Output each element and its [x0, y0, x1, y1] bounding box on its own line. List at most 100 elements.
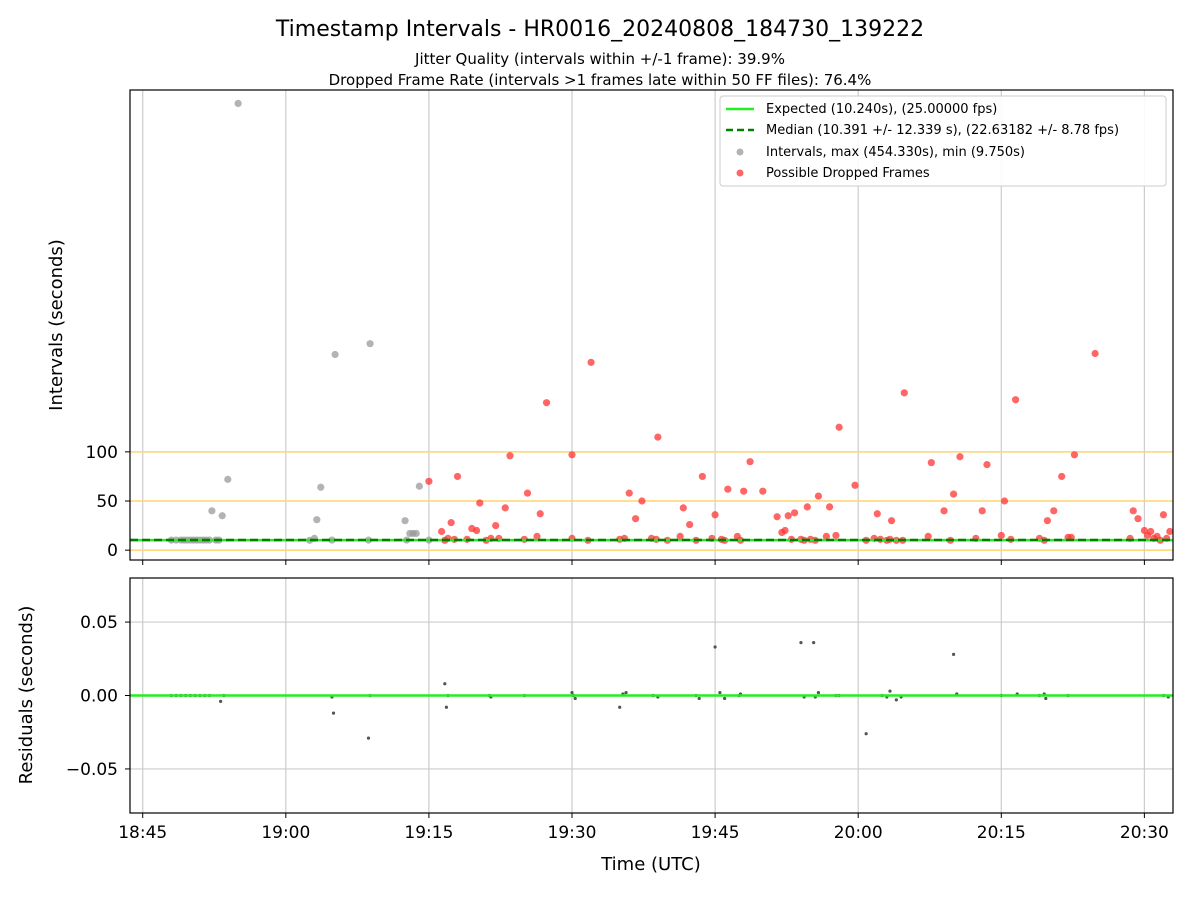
- residuals-y-tick-label: −0.05: [66, 760, 118, 780]
- dropped-frame-point: [438, 527, 446, 536]
- dropped-frame-point: [1043, 517, 1051, 525]
- dropped-frame-point: [825, 503, 834, 511]
- intervals-axes-frame: [129, 89, 1174, 561]
- dropped-frame-point: [927, 459, 935, 467]
- dropped-frame-point: [773, 513, 781, 521]
- dropped-frame-point: [447, 519, 455, 527]
- x-axis-label: Time (UTC): [600, 854, 701, 875]
- dropped-frame-point: [978, 507, 986, 515]
- dropped-frame-point: [711, 511, 719, 519]
- x-tick-label: 20:15: [977, 823, 1026, 843]
- chart-subtitle-dropped: Dropped Frame Rate (intervals >1 frames …: [329, 71, 872, 89]
- dropped-frame-point: [781, 526, 789, 535]
- intervals-y-tick-label: 100: [86, 443, 118, 463]
- legend-box: [719, 95, 1167, 187]
- dropped-frame-point: [679, 504, 687, 512]
- residual-point: [618, 705, 622, 709]
- x-tick-label: 19:45: [691, 823, 740, 843]
- residuals-y-tick-label: 0.05: [80, 613, 118, 633]
- dropped-frame-point: [501, 504, 509, 512]
- dropped-frame-point: [1050, 507, 1058, 515]
- dropped-frame-point: [1091, 349, 1099, 358]
- dropped-frame-point: [425, 477, 433, 485]
- interval-point: [313, 516, 321, 524]
- residual-point: [894, 698, 898, 702]
- dropped-frame-point: [698, 472, 706, 481]
- dropped-frame-point: [638, 497, 646, 505]
- residual-point: [697, 696, 701, 701]
- residual-point: [573, 696, 577, 701]
- interval-point: [412, 529, 420, 538]
- residual-point: [624, 690, 628, 695]
- dropped-frame-point: [453, 472, 462, 481]
- dropped-frame-point: [686, 521, 694, 529]
- residuals-y-tick-label: 0.00: [80, 687, 118, 707]
- residual-point: [723, 696, 727, 701]
- residual-point: [443, 682, 447, 686]
- x-tick-label: 19:00: [261, 823, 310, 843]
- dropped-frame-point: [940, 507, 948, 515]
- residual-point: [718, 690, 722, 695]
- dropped-frame-point: [740, 487, 748, 495]
- dropped-frame-point: [568, 451, 576, 459]
- dropped-frame-point: [983, 461, 991, 469]
- dropped-frame-point: [1070, 451, 1079, 459]
- x-tick-label: 18:45: [118, 823, 167, 843]
- residual-point: [570, 690, 574, 695]
- x-tick-label: 20:30: [1120, 823, 1169, 843]
- dropped-frame-point: [1011, 396, 1020, 404]
- interval-point: [401, 517, 409, 525]
- threshold-lines: [130, 451, 1173, 551]
- residual-point: [713, 645, 717, 649]
- chart-title: Timestamp Intervals - HR0016_20240808_18…: [275, 17, 924, 42]
- dropped-frame-point: [536, 510, 544, 518]
- legend-dropped-label: Possible Dropped Frames: [766, 166, 930, 181]
- dropped-frame-point: [803, 503, 811, 511]
- legend-expected-label: Expected (10.240s), (25.00000 fps): [766, 102, 997, 117]
- residual-point: [799, 641, 803, 645]
- dropped-frame-point: [746, 458, 754, 466]
- dropped-frame-point: [492, 521, 500, 530]
- residual-point: [366, 736, 371, 740]
- legend: Expected (10.240s), (25.00000 fps) Media…: [719, 95, 1167, 187]
- residual-point: [331, 711, 336, 715]
- dropped-frame-point: [900, 389, 908, 397]
- interval-point: [331, 350, 339, 359]
- dropped-frame-point: [814, 492, 823, 500]
- interval-point: [317, 483, 325, 491]
- dropped-frame-point: [632, 515, 640, 523]
- residuals-y-axis-label: Residuals (seconds): [16, 606, 37, 785]
- dropped-frame-point: [587, 358, 595, 366]
- dropped-frame-point: [473, 526, 481, 535]
- residuals-panel: 0.05 0.00 −0.05 18:45 19:00 19:15 19:30 19:45 2…: [16, 577, 1174, 875]
- dropped-frame-point: [676, 532, 684, 541]
- residual-point: [888, 689, 892, 693]
- x-tick-label: 19:15: [404, 823, 453, 843]
- dropped-frame-point: [784, 512, 792, 520]
- dropped-frame-point: [654, 433, 662, 441]
- dropped-frame-point: [790, 509, 799, 517]
- residual-point: [816, 690, 821, 695]
- time-x-ticks: 18:45 19:00 19:15 19:30 19:45 20:00 20:15 20:30: [118, 813, 1169, 843]
- dropped-frame-point: [873, 510, 881, 518]
- interval-point: [366, 340, 374, 348]
- legend-dropped-swatch: [736, 169, 744, 177]
- dropped-frame-point: [832, 531, 840, 540]
- dropped-frame-point: [1166, 527, 1174, 536]
- dropped-frame-point: [533, 532, 541, 541]
- intervals-y-ticks: 0 50 100: [86, 443, 130, 561]
- interval-point: [415, 482, 423, 490]
- dropped-frame-point: [1147, 527, 1155, 536]
- dropped-frame-point: [1159, 511, 1168, 519]
- residual-point: [1044, 696, 1048, 701]
- dropped-frame-point: [625, 489, 633, 497]
- legend-intervals-label: Intervals, max (454.330s), min (9.750s): [766, 145, 1025, 160]
- interval-point: [234, 99, 242, 108]
- interval-point: [224, 475, 232, 483]
- x-tick-label: 19:30: [548, 823, 597, 843]
- dropped-frame-point: [835, 423, 843, 431]
- residual-point: [951, 652, 956, 656]
- dropped-frame-point: [1000, 497, 1009, 505]
- residual-point: [812, 641, 816, 645]
- dropped-frame-point: [759, 487, 767, 495]
